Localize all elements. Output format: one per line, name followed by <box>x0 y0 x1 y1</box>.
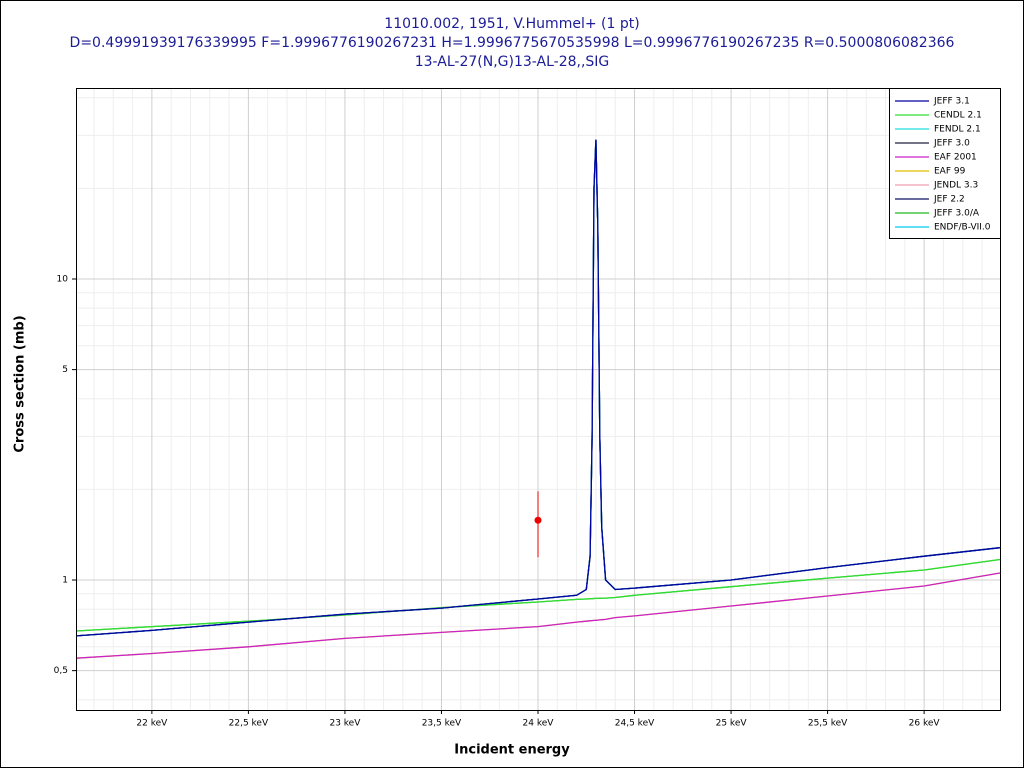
chart-subtitle: 13-AL-27(N,G)13-AL-28,,SIG <box>415 54 610 70</box>
x-axis-label: Incident energy <box>454 743 570 758</box>
x-tick-label: 23 keV <box>329 719 361 729</box>
legend-label: EAF 99 <box>934 167 966 177</box>
legend-label: JEFF 3.0 <box>933 139 970 149</box>
series-line <box>75 572 1001 659</box>
x-tick-label: 22,5 keV <box>229 719 269 729</box>
chart-title: 11010.002, 1951, V.Hummel+ (1 pt) <box>384 16 639 32</box>
legend-label: EAF 2001 <box>934 153 977 163</box>
grid: 22 keV 22,5 keV 23 keV 23,5 keV 24 keV 24,5 k… <box>54 88 1000 729</box>
legend-label: FENDL 2.1 <box>934 125 981 135</box>
x-tick-label: 22 keV <box>136 719 168 729</box>
y-tick-label: 10 <box>57 274 69 284</box>
x-tick-label: 23,5 keV <box>422 719 462 729</box>
y-axis-label: Cross section (mb) <box>13 315 28 452</box>
x-tick-label: 26 keV <box>909 719 941 729</box>
legend-label: JEFF 3.0/A <box>933 209 980 219</box>
chart-subtitle: D=0.49991939176339995 F=1.99967761902672… <box>70 35 955 51</box>
x-tick-label: 25 keV <box>716 719 748 729</box>
legend-label: JEF 2.2 <box>933 195 965 205</box>
x-tick-label: 24,5 keV <box>615 719 655 729</box>
legend: JEFF 3.1 CENDL 2.1 FENDL 2.1 JEFF 3.0 EAF 20… <box>889 88 1001 239</box>
y-tick-label: 5 <box>62 365 68 375</box>
y-tick-label: 0,5 <box>54 666 68 676</box>
data-point <box>534 516 542 524</box>
x-tick-label: 25,5 keV <box>808 719 848 729</box>
y-tick-label: 1 <box>62 576 68 586</box>
legend-label: CENDL 2.1 <box>934 111 982 121</box>
x-tick-label: 24 keV <box>523 719 555 729</box>
series-line <box>75 139 1001 637</box>
legend-label: ENDF/B-VII.0 <box>934 223 991 233</box>
legend-label: JEFF 3.1 <box>933 97 970 107</box>
legend-label: JENDL 3.3 <box>933 181 978 191</box>
lines <box>75 139 1001 659</box>
plot-frame <box>76 88 1001 711</box>
